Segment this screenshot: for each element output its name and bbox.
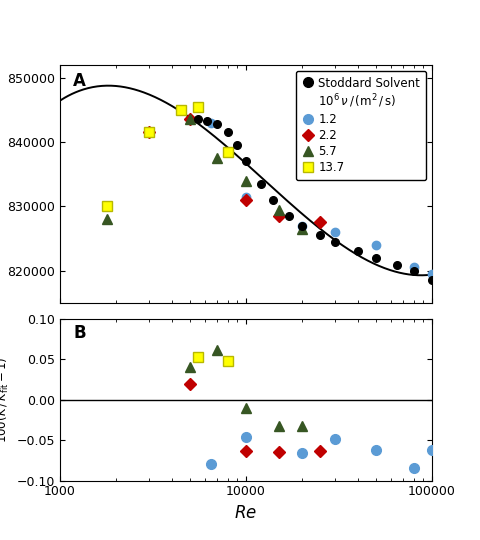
Text: B: B xyxy=(73,323,85,342)
Text: A: A xyxy=(73,72,86,90)
X-axis label: $Re$: $Re$ xyxy=(235,504,257,522)
Y-axis label: $K$ / m$^3$: $K$ / m$^3$ xyxy=(0,162,1,206)
Legend: Stoddard Solvent, $10^6\,\nu\,/\,(\mathrm{m}^2\,/\,\mathrm{s})$, 1.2, 2.2, 5.7, : Stoddard Solvent, $10^6\,\nu\,/\,(\mathr… xyxy=(296,71,426,180)
Y-axis label: 100($K\,/\,K_\mathrm{fit}-1$): 100($K\,/\,K_\mathrm{fit}-1$) xyxy=(0,356,11,443)
